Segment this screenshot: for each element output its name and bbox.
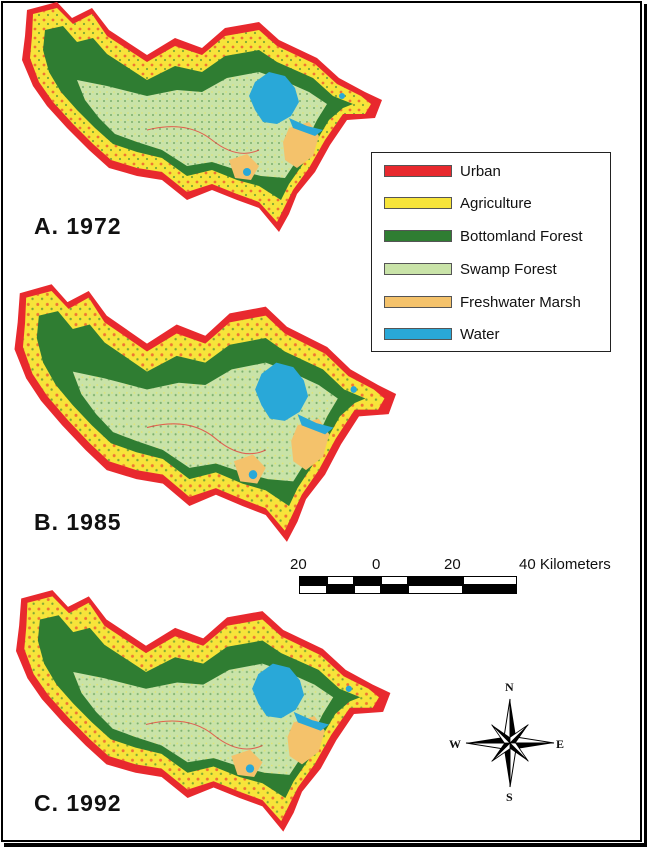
legend-label: Freshwater Marsh bbox=[460, 293, 581, 311]
basin-map-1985 bbox=[13, 283, 397, 543]
compass-rose: N S E W bbox=[448, 680, 568, 804]
scale-bar: 20 0 20 40 Kilometers bbox=[283, 556, 633, 600]
legend-swatch-urban bbox=[384, 165, 452, 177]
scale-tick-label: 0 bbox=[372, 556, 381, 573]
frame-shadow bbox=[644, 4, 647, 847]
legend-item-swamp-forest: Swamp Forest bbox=[384, 259, 557, 279]
panel-label-c: C. 1992 bbox=[34, 790, 122, 816]
legend-swatch-water bbox=[384, 328, 452, 340]
scale-tick-label: 20 bbox=[290, 556, 307, 573]
map-legend: Urban Agriculture Bottomland Forest Swam… bbox=[371, 152, 611, 352]
legend-item-urban: Urban bbox=[384, 161, 501, 181]
legend-swatch-swamp-forest bbox=[384, 263, 452, 275]
legend-label: Agriculture bbox=[460, 194, 532, 212]
panel-label-a: A. 1972 bbox=[34, 213, 122, 239]
legend-item-freshwater-marsh: Freshwater Marsh bbox=[384, 292, 581, 312]
frame-shadow-bottom bbox=[4, 843, 647, 847]
compass-west-label: W bbox=[449, 737, 461, 751]
legend-label: Swamp Forest bbox=[460, 260, 557, 278]
scale-bar-graphic bbox=[299, 576, 517, 594]
scale-tick-label: 40 Kilometers bbox=[519, 556, 611, 573]
basin-map-1972 bbox=[21, 1, 383, 233]
legend-item-agriculture: Agriculture bbox=[384, 193, 532, 213]
compass-star-icon bbox=[465, 698, 555, 788]
compass-south-label: S bbox=[506, 790, 513, 804]
legend-swatch-freshwater-marsh bbox=[384, 296, 452, 308]
legend-item-bottomland-forest: Bottomland Forest bbox=[384, 226, 583, 246]
legend-label: Bottomland Forest bbox=[460, 227, 583, 245]
legend-swatch-agriculture bbox=[384, 197, 452, 209]
legend-swatch-bottomland-forest bbox=[384, 230, 452, 242]
compass-east-label: E bbox=[556, 737, 565, 751]
legend-label: Urban bbox=[460, 162, 501, 180]
compass-north-label: N bbox=[505, 680, 514, 694]
scale-tick-label: 20 bbox=[444, 556, 461, 573]
legend-item-water: Water bbox=[384, 324, 499, 344]
panel-label-b: B. 1985 bbox=[34, 509, 122, 535]
legend-label: Water bbox=[460, 325, 500, 343]
